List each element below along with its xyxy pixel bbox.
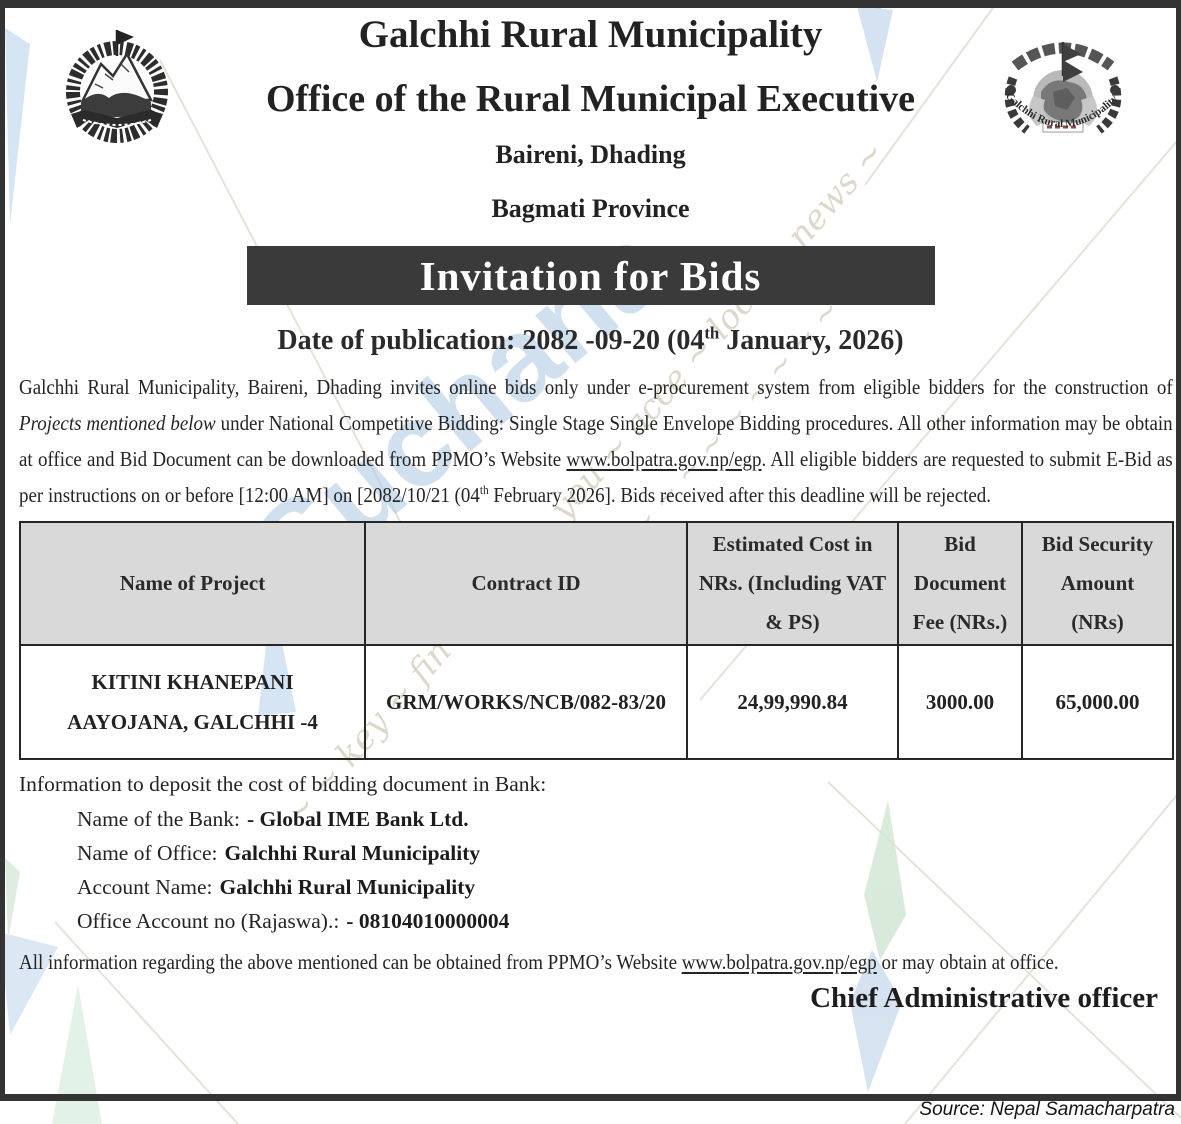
bank-name-value: - Global IME Bank Ltd. <box>247 807 469 831</box>
bid-table-header-row: Name of Project Contract ID Estimated Co… <box>19 521 1174 646</box>
office-name-line: Name of Office: Galchhi Rural Municipalit… <box>77 840 1162 866</box>
col-header-bid-security: Bid Security Amount (NRs) <box>1021 521 1174 646</box>
account-name-label: Account Name: <box>77 875 213 899</box>
cell-bid-security: 65,000.00 <box>1021 644 1174 760</box>
account-number-value: - 08104010000004 <box>346 909 510 933</box>
publication-date-suffix: January, 2026) <box>719 325 904 356</box>
document-content: Galchhi Rural Municipality Galchhi Rural… <box>5 12 1176 1015</box>
publication-date-ordinal: th <box>704 323 720 343</box>
bid-table-row: KITINI KHANEPANI AAYOJANA, GALCHHI -4 GR… <box>19 644 1174 760</box>
intro-text-1: Galchhi Rural Municipality, Baireni, Dha… <box>19 375 1173 399</box>
publication-date-prefix: Date of publication: 2082 -09-20 (04 <box>277 325 705 356</box>
col-header-bid-document-fee: Bid Document Fee (NRs.) <box>897 521 1023 646</box>
intro-paragraph: Galchhi Rural Municipality, Baireni, Dha… <box>19 369 1173 513</box>
bank-name-line: Name of the Bank: - Global IME Bank Ltd. <box>77 806 1162 832</box>
document-frame: Galchhi Rural Municipality Galchhi Rural… <box>0 0 1181 1101</box>
province-line: Bagmati Province <box>491 194 690 223</box>
intro-section: Galchhi Rural Municipality, Baireni, Dha… <box>19 369 1173 513</box>
cell-project-name: KITINI KHANEPANI AAYOJANA, GALCHHI -4 <box>19 644 366 760</box>
office-name-label: Name of Office: <box>77 841 218 865</box>
invitation-banner: Invitation for Bids <box>246 246 935 305</box>
col-header-estimated-cost: Estimated Cost in NRs. (Including VAT & … <box>686 521 899 646</box>
closing-text-1: All information regarding the above ment… <box>19 950 682 974</box>
municipality-seal-logo: Galchhi Rural Municipality <box>1003 42 1122 134</box>
intro-ordinal: th <box>479 482 489 497</box>
bank-info-section: Information to deposit the cost of biddi… <box>19 770 1162 934</box>
bolpatra-link-2: www.bolpatra.gov.np/egp <box>681 950 877 974</box>
col-header-project: Name of Project <box>19 521 366 646</box>
col-header-contract-id: Contract ID <box>364 521 688 646</box>
closing-section: All information regarding the above ment… <box>19 944 1172 980</box>
account-number-line: Office Account no (Rajaswa).: - 081040100… <box>77 908 1162 934</box>
closing-text-2: or may obtain at office. <box>876 950 1059 974</box>
office-name-value: Galchhi Rural Municipality <box>224 841 481 865</box>
account-name-value: Galchhi Rural Municipality <box>219 875 476 899</box>
closing-paragraph: All information regarding the above ment… <box>19 944 1173 980</box>
bank-name-label: Name of the Bank: <box>77 807 240 831</box>
cell-bid-document-fee: 3000.00 <box>897 644 1023 760</box>
intro-italic-phrase: Projects mentioned below <box>19 411 216 435</box>
nepal-government-emblem-logo <box>66 30 168 143</box>
bolpatra-link: www.bolpatra.gov.np/egp <box>566 447 762 471</box>
bank-info-heading: Information to deposit the cost of biddi… <box>19 772 547 796</box>
cell-estimated-cost: 24,99,990.84 <box>686 644 899 760</box>
signature-line: Chief Administrative officer <box>810 982 1158 1014</box>
municipality-name: Galchhi Rural Municipality <box>358 13 823 56</box>
invitation-banner-title: Invitation for Bids <box>419 252 762 299</box>
address-line: Baireni, Dhading <box>495 140 686 169</box>
cell-contract-id: GRM/WORKS/NCB/082-83/20 <box>364 644 688 760</box>
bid-table: Name of Project Contract ID Estimated Co… <box>19 521 1174 760</box>
publication-date: Date of publication: 2082 -09-20 (04th J… <box>5 325 1176 357</box>
intro-text-4: February 2026]. Bids received after this… <box>488 483 992 507</box>
account-name-line: Account Name: Galchhi Rural Municipality <box>77 874 1162 900</box>
source-credit: Source: Nepal Samacharpatra <box>919 1099 1175 1120</box>
account-number-label: Office Account no (Rajaswa).: <box>77 909 340 933</box>
